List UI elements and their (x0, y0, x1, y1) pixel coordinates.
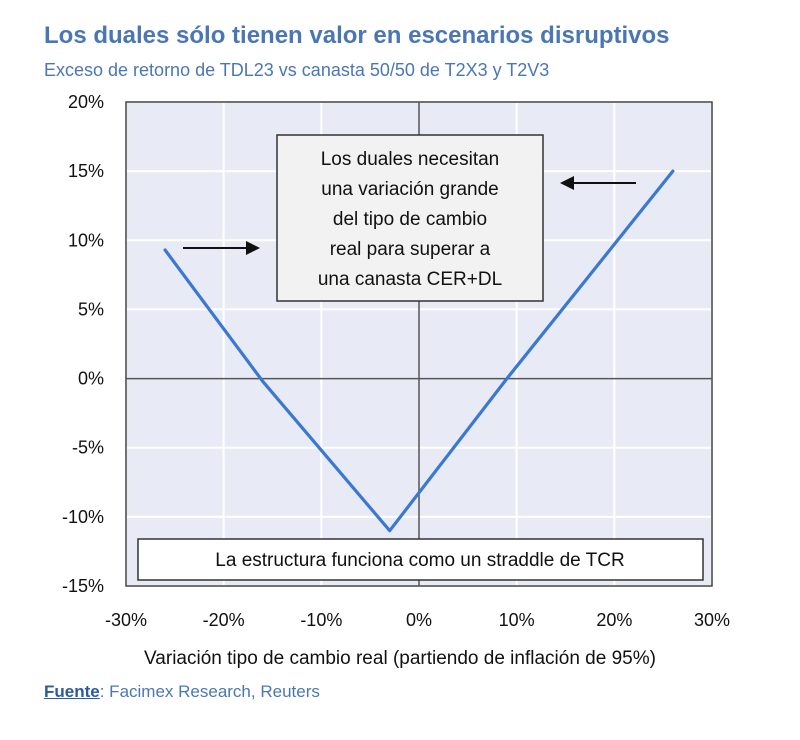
x-axis-ticks: -30% -20% -10% 0% 10% 20% 30% (105, 610, 730, 630)
annotation-line: La estructura funciona como un straddle … (215, 550, 624, 571)
y-tick-label: -15% (62, 576, 104, 596)
y-tick-label: 5% (78, 299, 104, 319)
annotation-line: real para superar a (330, 239, 491, 260)
arrow-left-head (560, 176, 574, 190)
source-note: Fuente: Facimex Research, Reuters (44, 682, 320, 702)
annotation-line: una variación grande (321, 179, 498, 200)
y-axis-ticks: -15% -10% -5% 0% 5% 10% 15% 20% (62, 92, 104, 596)
source-text: : Facimex Research, Reuters (99, 682, 320, 701)
annotation-box-frame (137, 538, 704, 581)
y-tick-label: 15% (68, 161, 104, 181)
y-tick-label: 10% (68, 230, 104, 250)
series-line (163, 169, 675, 533)
x-tick-label: -10% (300, 610, 342, 630)
y-tick-label: 0% (78, 369, 104, 389)
annotation-line: Los duales necesitan (321, 149, 500, 170)
x-axis-label: Variación tipo de cambio real (partiendo… (144, 648, 656, 669)
y-tick-label: -5% (72, 438, 104, 458)
x-tick-label: 0% (406, 610, 432, 630)
y-tick-label: -10% (62, 507, 104, 527)
chart-title: Los duales sólo tienen valor en escenari… (44, 22, 670, 49)
annotation-box-frame (276, 134, 544, 302)
arrow-right-head (246, 241, 260, 255)
annotation-box-duales: Los duales necesitan una variación grande… (276, 134, 544, 302)
series-group (163, 169, 675, 533)
x-tick-label: 20% (596, 610, 632, 630)
axes (125, 101, 713, 587)
annotation-line: del tipo de cambio (333, 209, 487, 230)
annotation-arrows (183, 176, 636, 255)
y-tick-label: 20% (68, 92, 104, 112)
x-tick-label: 30% (694, 610, 730, 630)
chart-subtitle: Exceso de retorno de TDL23 vs canasta 50… (44, 60, 550, 80)
annotation-box-straddle: La estructura funciona como un straddle … (137, 538, 704, 581)
x-tick-label: -20% (203, 610, 245, 630)
x-tick-label: -30% (105, 610, 147, 630)
annotation-line: una canasta CER+DL (318, 269, 502, 290)
x-tick-label: 10% (499, 610, 535, 630)
source-label: Fuente (44, 682, 100, 701)
